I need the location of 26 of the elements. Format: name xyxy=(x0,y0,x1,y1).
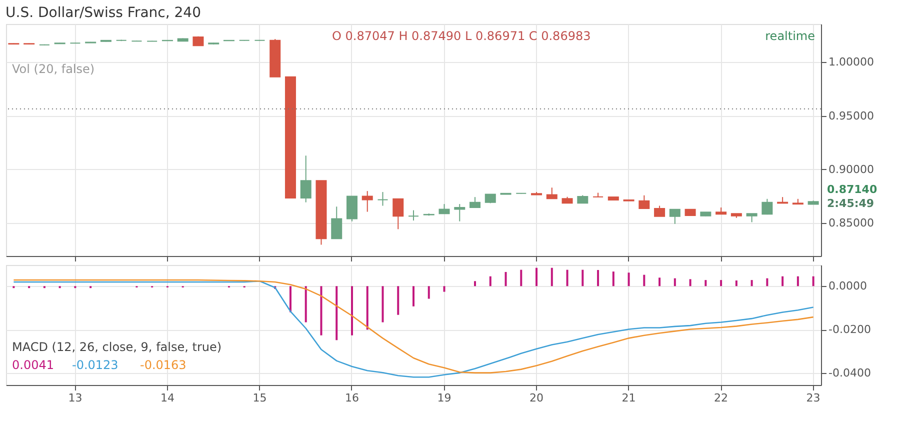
annotation: O 0.87047 H 0.87490 L 0.86971 C 0.86983 xyxy=(332,29,591,43)
y-tick-label: 0.85000 xyxy=(828,216,874,230)
chart-title: U.S. Dollar/Swiss Franc, 240 xyxy=(6,5,201,21)
annotation: realtime xyxy=(765,29,815,43)
annotation: 0.0041 xyxy=(12,358,54,372)
text: 0.87140 xyxy=(827,182,878,196)
x-tick-label: 14 xyxy=(160,392,174,404)
y-tick-label: 0.0000 xyxy=(828,280,867,293)
y-tick-label: 0.90000 xyxy=(828,162,874,176)
x-tick-label: 20 xyxy=(530,392,544,404)
annotation: -0.0163 xyxy=(140,358,186,372)
x-tick-label: 21 xyxy=(622,392,636,404)
text: MACD (12, 26, close, 9, false, true) xyxy=(12,340,222,354)
x-tick-label: 15 xyxy=(252,392,267,404)
x-tick-label: 22 xyxy=(714,392,728,404)
y-tick-label: 1.00000 xyxy=(828,56,874,69)
x-tick-label: 19 xyxy=(437,392,452,404)
y-tick-label: 0.95000 xyxy=(828,109,874,122)
y-tick-label: -0.0200 xyxy=(828,323,871,336)
annotation: -0.0123 xyxy=(72,358,118,372)
y-tick-label: -0.0400 xyxy=(828,366,871,380)
x-tick-label: 16 xyxy=(344,392,359,404)
annotation: Vol (20, false) xyxy=(12,62,95,76)
text: 2:45:49 xyxy=(827,196,874,210)
x-tick-label: 23 xyxy=(806,392,820,404)
x-tick-label: 13 xyxy=(68,392,82,404)
